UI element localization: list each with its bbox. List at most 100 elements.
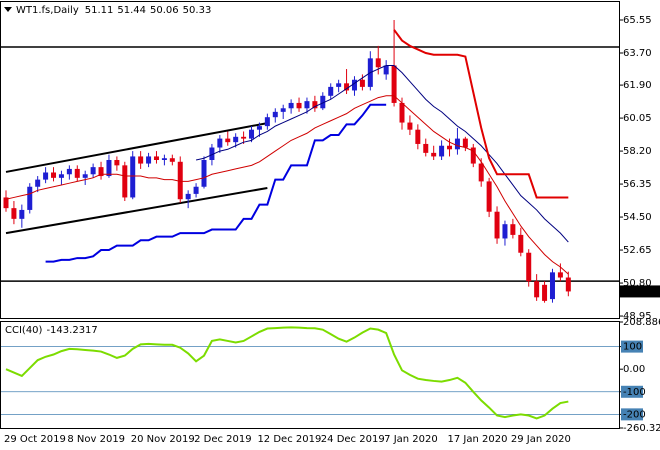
indicator-line (195, 64, 569, 243)
candle-body (510, 224, 516, 235)
candle-body (233, 136, 239, 143)
candle-body (35, 179, 41, 187)
candle-body (320, 95, 326, 109)
x-tick-label: 8 Nov 2019 (67, 434, 125, 445)
candle-body (43, 172, 49, 180)
candle-body (312, 101, 318, 109)
y-tick-label: -100 (623, 387, 646, 398)
candle-body (201, 160, 207, 187)
cci-panel (0, 321, 620, 429)
cci-title: CCI(40) (5, 325, 43, 336)
y-tick-label: 50.80 (623, 278, 652, 289)
candle-body (304, 101, 310, 109)
candle-body (146, 156, 152, 164)
candle-body (256, 126, 262, 130)
tick-box (621, 340, 643, 353)
close: 50.33 (183, 5, 212, 16)
indicator-line (393, 29, 569, 199)
tick-box (621, 385, 643, 398)
candle-body (431, 152, 437, 157)
candle-body (359, 79, 365, 87)
candle-body (217, 138, 223, 148)
candle-body (209, 147, 215, 160)
candle-body (193, 186, 199, 194)
candle-body (280, 108, 286, 112)
candle-body (415, 129, 421, 144)
main-panel (0, 1, 620, 319)
x-tick-label: 12 Dec 2019 (257, 434, 321, 445)
x-tick-label: 29 Jan 2020 (511, 434, 571, 445)
y-tick-label: 208.8864 (623, 317, 660, 328)
y-tick-label: 60.05 (623, 113, 652, 124)
candle-body (399, 102, 405, 123)
candle-body (161, 158, 167, 160)
candle-body (153, 156, 159, 160)
candle-body (454, 138, 460, 150)
candle-body (138, 156, 144, 164)
high: 51.44 (117, 5, 146, 16)
y-tick-label: 61.90 (623, 80, 652, 91)
indicator-line (5, 326, 569, 420)
candle-body (336, 83, 342, 87)
x-tick-label: 29 Oct 2019 (4, 434, 66, 445)
y-tick-label: 0.00 (623, 364, 645, 375)
candle-body (264, 117, 270, 127)
cci-value: -143.2317 (46, 325, 97, 336)
x-tick-label: 2 Dec 2019 (194, 434, 252, 445)
y-tick-label: -260.322 (623, 423, 660, 434)
candle-body (114, 160, 120, 166)
y-tick-label: 48.95 (623, 311, 652, 322)
candle-body (462, 138, 468, 148)
candle-body (98, 167, 104, 177)
candle-body (534, 281, 540, 298)
candle-body (177, 161, 183, 200)
candle-body (225, 138, 231, 143)
candle-body (272, 111, 278, 118)
candle-body (344, 83, 350, 91)
indicator-line (5, 95, 569, 275)
candle-body (122, 165, 128, 198)
candle-body (542, 284, 548, 301)
candle-body (90, 167, 96, 175)
price-box (620, 285, 660, 298)
y-tick-label: 65.55 (623, 15, 652, 26)
y-tick-label: 56.35 (623, 179, 652, 190)
candle-body (375, 58, 381, 68)
candle-body (391, 65, 397, 103)
candle-body (185, 193, 191, 200)
candle-body (486, 181, 492, 212)
y-tick-label: 63.70 (623, 48, 652, 59)
y-tick-label: 54.50 (623, 212, 652, 223)
candle-body (169, 158, 175, 162)
candle-body (494, 211, 500, 239)
candle-body (549, 272, 555, 300)
y-tick-label: -200 (623, 409, 646, 420)
x-tick-label: 17 Jan 2020 (448, 434, 508, 445)
candle-body (288, 102, 294, 109)
candle-body (407, 122, 413, 130)
candle-body (130, 156, 136, 198)
candle-body (106, 160, 112, 177)
candle-body (447, 145, 453, 150)
y-tick-label: 100 (623, 342, 642, 353)
candle-body (82, 174, 88, 178)
candle-body (74, 168, 80, 178)
price-label: 50.33 (623, 286, 652, 297)
candle-body (58, 174, 64, 178)
low: 50.06 (150, 5, 179, 16)
candle-body (565, 277, 571, 292)
x-tick-label: 20 Nov 2019 (131, 434, 195, 445)
candle-body (3, 197, 9, 209)
candle-body (249, 129, 255, 139)
indicator-line (45, 103, 387, 263)
candle-body (51, 172, 57, 178)
tick-box (621, 408, 643, 421)
candle-body (502, 224, 508, 239)
candle-body (557, 272, 563, 278)
y-tick-label: 52.65 (623, 245, 652, 256)
x-tick-label: 24 Dec 2019 (321, 434, 385, 445)
chart-header: WT1.fs,Daily 51.11 51.44 50.06 50.33 (16, 5, 211, 16)
cci-header: CCI(40) -143.2317 (5, 325, 98, 336)
